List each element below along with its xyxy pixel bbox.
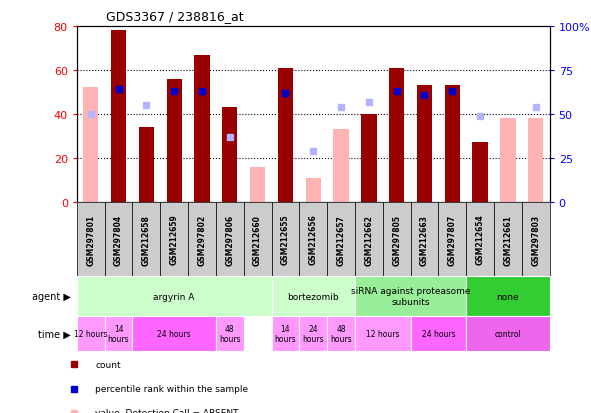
Text: 48
hours: 48 hours xyxy=(219,324,241,343)
Text: GSM297806: GSM297806 xyxy=(225,214,234,265)
Bar xyxy=(444,86,460,202)
Bar xyxy=(333,130,349,202)
Text: count: count xyxy=(95,360,121,369)
Text: 24 hours: 24 hours xyxy=(157,329,191,338)
Text: GSM212659: GSM212659 xyxy=(170,214,178,265)
Bar xyxy=(299,316,327,351)
Text: control: control xyxy=(495,329,521,338)
Bar xyxy=(466,277,550,316)
Text: GDS3367 / 238816_at: GDS3367 / 238816_at xyxy=(106,10,244,23)
Bar xyxy=(472,143,488,202)
Text: GSM212660: GSM212660 xyxy=(253,214,262,265)
Bar xyxy=(271,202,299,277)
Bar xyxy=(188,202,216,277)
Bar xyxy=(500,119,515,202)
Text: argyrin A: argyrin A xyxy=(154,292,195,301)
Text: GSM297804: GSM297804 xyxy=(114,214,123,265)
Text: GSM212656: GSM212656 xyxy=(309,214,318,265)
Text: 24 hours: 24 hours xyxy=(421,329,455,338)
Bar xyxy=(243,202,271,277)
Bar xyxy=(299,202,327,277)
Text: percentile rank within the sample: percentile rank within the sample xyxy=(95,384,248,393)
Text: GSM297803: GSM297803 xyxy=(531,214,540,265)
Bar xyxy=(411,202,439,277)
Bar xyxy=(105,316,132,351)
Text: GSM212663: GSM212663 xyxy=(420,214,429,265)
Text: GSM297801: GSM297801 xyxy=(86,214,95,265)
Bar xyxy=(139,128,154,202)
Text: GSM297807: GSM297807 xyxy=(448,214,457,265)
Text: GSM212657: GSM212657 xyxy=(336,214,346,265)
Bar xyxy=(494,202,522,277)
Bar xyxy=(355,277,466,316)
Bar xyxy=(216,202,243,277)
Bar xyxy=(389,69,404,202)
Bar xyxy=(250,167,265,202)
Bar xyxy=(361,114,376,202)
Bar xyxy=(327,202,355,277)
Bar xyxy=(466,202,494,277)
Text: GSM297802: GSM297802 xyxy=(197,214,206,265)
Bar xyxy=(132,202,160,277)
Text: agent ▶: agent ▶ xyxy=(32,291,71,301)
Text: siRNA against proteasome
subunits: siRNA against proteasome subunits xyxy=(351,287,470,306)
Bar xyxy=(111,31,126,202)
Bar xyxy=(105,202,132,277)
Bar xyxy=(160,202,188,277)
Text: time ▶: time ▶ xyxy=(38,328,71,339)
Bar xyxy=(77,277,271,316)
Text: value, Detection Call = ABSENT: value, Detection Call = ABSENT xyxy=(95,408,239,413)
Bar xyxy=(167,79,182,202)
Bar xyxy=(411,316,466,351)
Bar xyxy=(271,316,299,351)
Text: 12 hours: 12 hours xyxy=(74,329,108,338)
Bar xyxy=(306,178,321,202)
Bar xyxy=(417,86,432,202)
Text: 14
hours: 14 hours xyxy=(275,324,296,343)
Bar xyxy=(132,316,216,351)
Bar xyxy=(271,277,355,316)
Text: GSM212661: GSM212661 xyxy=(504,214,512,265)
Bar xyxy=(77,202,105,277)
Text: 48
hours: 48 hours xyxy=(330,324,352,343)
Text: GSM212655: GSM212655 xyxy=(281,214,290,265)
Bar xyxy=(383,202,411,277)
Text: GSM212654: GSM212654 xyxy=(476,214,485,265)
Text: 24
hours: 24 hours xyxy=(303,324,324,343)
Bar xyxy=(77,316,105,351)
Bar xyxy=(216,316,243,351)
Text: 12 hours: 12 hours xyxy=(366,329,400,338)
Text: GSM212658: GSM212658 xyxy=(142,214,151,265)
Bar xyxy=(355,202,383,277)
Bar xyxy=(355,316,411,351)
Bar xyxy=(194,55,210,202)
Bar xyxy=(327,316,355,351)
Bar xyxy=(522,202,550,277)
Text: GSM212662: GSM212662 xyxy=(365,214,374,265)
Bar xyxy=(222,108,238,202)
Text: 14
hours: 14 hours xyxy=(108,324,129,343)
Text: none: none xyxy=(496,292,519,301)
Bar xyxy=(278,69,293,202)
Bar xyxy=(83,88,98,202)
Bar xyxy=(439,202,466,277)
Text: bortezomib: bortezomib xyxy=(287,292,339,301)
Text: GSM297805: GSM297805 xyxy=(392,214,401,265)
Bar xyxy=(466,316,550,351)
Bar xyxy=(528,119,543,202)
